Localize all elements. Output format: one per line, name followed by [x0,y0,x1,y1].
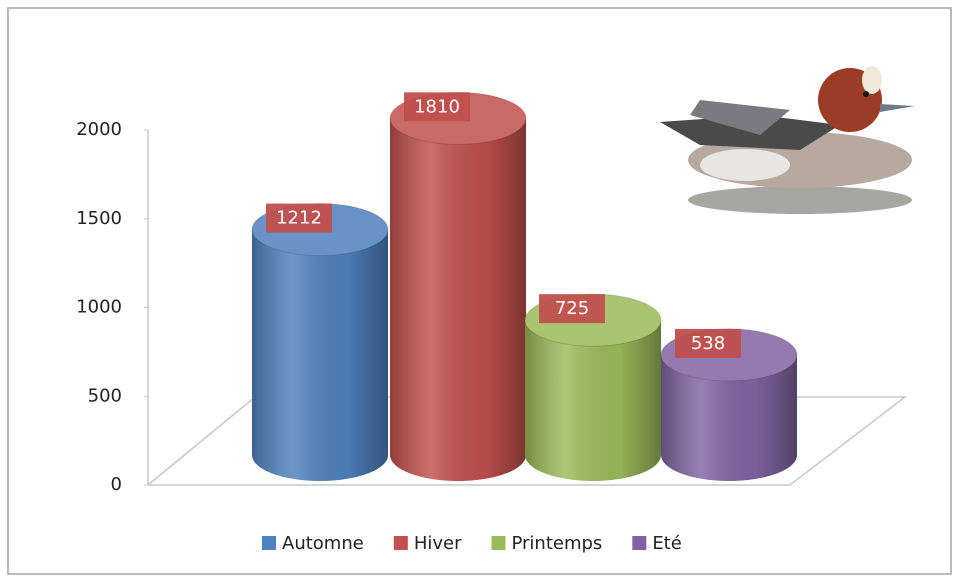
legend-label: Hiver [414,533,462,554]
data-label-box [404,92,470,122]
legend-swatch [491,536,506,550]
data-label-box [675,328,741,358]
data-label: 725 [555,298,589,319]
duck-image [660,66,915,214]
data-label-box [539,294,605,324]
legend-swatch [632,536,647,550]
legend-swatch [393,536,408,550]
y-tick-label: 1000 [76,297,122,318]
data-label: 538 [691,333,725,354]
data-label: 1212 [276,208,322,229]
legend-label: Eté [652,533,682,554]
legend-swatch [262,536,276,550]
y-tick-label: 500 [88,385,122,406]
data-label: 1810 [414,96,460,117]
y-tick-label: 1500 [76,208,122,229]
legend-label: Printemps [511,533,602,554]
bar-shade [390,118,526,455]
bar-shade [252,229,388,455]
data-label-box [266,203,332,233]
legend-label: Automne [282,533,364,554]
y-tick-label: 2000 [76,119,122,140]
y-tick-label: 0 [111,474,122,495]
